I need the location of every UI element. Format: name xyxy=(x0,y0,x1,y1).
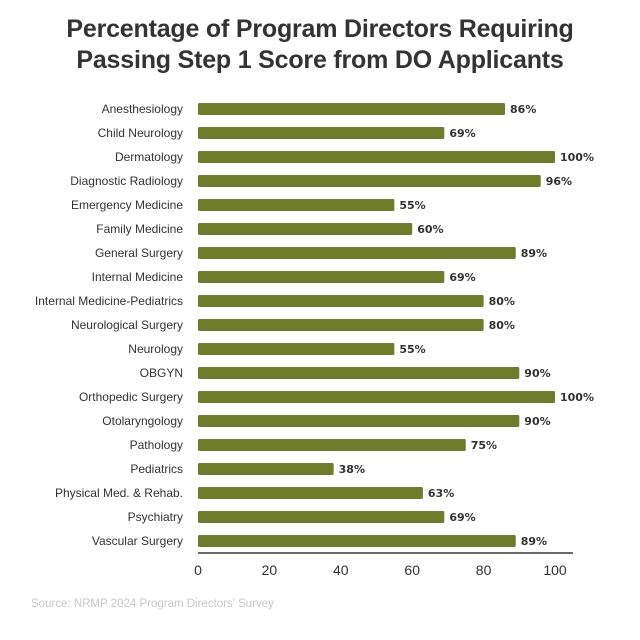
source-note: Source: NRMP 2024 Program Directors' Sur… xyxy=(31,598,274,610)
category-label: Vascular Surgery xyxy=(92,534,183,548)
value-label: 75% xyxy=(471,439,497,452)
bars-group xyxy=(198,103,555,547)
value-label: 69% xyxy=(449,271,475,284)
category-label: Dermatology xyxy=(115,150,183,164)
value-labels: 86% 69% 100% 96% 55% 60% 89% 69% 80% 80% 55% 90% 100… xyxy=(339,103,594,548)
value-label: 69% xyxy=(449,127,475,140)
value-label: 90% xyxy=(524,367,550,380)
x-tick-label: 80 xyxy=(476,562,492,578)
category-label: Pathology xyxy=(130,438,183,452)
category-label: Neurology xyxy=(128,342,183,356)
bar-vascular-surgery xyxy=(198,535,516,547)
bar-internal-medicine xyxy=(198,271,445,283)
bar-internal-medicine-pediatrics xyxy=(198,295,484,307)
x-tick-label: 20 xyxy=(262,562,278,578)
bar-child-neurology xyxy=(198,127,445,139)
bar-physical-med-rehab xyxy=(198,487,423,499)
category-label: Orthopedic Surgery xyxy=(79,390,183,404)
category-label: Physical Med. & Rehab. xyxy=(55,486,183,500)
value-label: 69% xyxy=(449,511,475,524)
value-label: 89% xyxy=(521,535,547,548)
x-tick-label: 0 xyxy=(194,562,202,578)
x-axis-ticks: 0 20 40 60 80 100 xyxy=(194,562,567,578)
value-label: 63% xyxy=(428,487,454,500)
bar-neurology xyxy=(198,343,395,355)
category-label: Neurological Surgery xyxy=(71,318,183,332)
value-label: 100% xyxy=(560,151,594,164)
value-label: 38% xyxy=(339,463,365,476)
bar-obgyn xyxy=(198,367,520,379)
category-label: Otolaryngology xyxy=(102,414,183,428)
value-label: 80% xyxy=(489,295,515,308)
bar-general-surgery xyxy=(198,247,516,259)
category-label: Diagnostic Radiology xyxy=(70,174,183,188)
value-label: 60% xyxy=(417,223,443,236)
value-label: 96% xyxy=(546,175,572,188)
value-label: 86% xyxy=(510,103,536,116)
chart-title: Percentage of Program Directors Requirin… xyxy=(0,14,640,76)
bar-pediatrics xyxy=(198,463,334,475)
bar-family-medicine xyxy=(198,223,413,235)
chart-title-line-1: Percentage of Program Directors Requirin… xyxy=(66,15,574,43)
category-label: Pediatrics xyxy=(130,462,183,476)
category-label: OBGYN xyxy=(140,366,183,380)
category-label: Emergency Medicine xyxy=(71,198,183,212)
x-tick-label: 100 xyxy=(543,562,567,578)
category-label: Psychiatry xyxy=(128,510,183,524)
category-label: Family Medicine xyxy=(96,222,183,236)
category-label: Child Neurology xyxy=(98,126,183,140)
x-tick-label: 40 xyxy=(333,562,349,578)
category-label: General Surgery xyxy=(95,246,183,260)
category-label: Internal Medicine-Pediatrics xyxy=(35,294,183,308)
value-label: 89% xyxy=(521,247,547,260)
bar-dermatology xyxy=(198,151,555,163)
category-labels: Anesthesiology Child Neurology Dermatology… xyxy=(35,102,183,548)
value-label: 100% xyxy=(560,391,594,404)
chart-title-line-2: Passing Step 1 Score from DO Applicants xyxy=(76,46,564,74)
bar-orthopedic-surgery xyxy=(198,391,555,403)
value-label: 55% xyxy=(399,343,425,356)
value-label: 90% xyxy=(524,415,550,428)
bar-pathology xyxy=(198,439,466,451)
bar-anesthesiology xyxy=(198,103,506,115)
bar-psychiatry xyxy=(198,511,445,523)
bar-otolaryngology xyxy=(198,415,520,427)
bar-neurological-surgery xyxy=(198,319,484,331)
category-label: Anesthesiology xyxy=(102,102,183,116)
bar-diagnostic-radiology xyxy=(198,175,541,187)
value-label: 55% xyxy=(399,199,425,212)
value-label: 80% xyxy=(489,319,515,332)
x-tick-label: 60 xyxy=(404,562,420,578)
category-label: Internal Medicine xyxy=(92,270,184,284)
bar-emergency-medicine xyxy=(198,199,395,211)
